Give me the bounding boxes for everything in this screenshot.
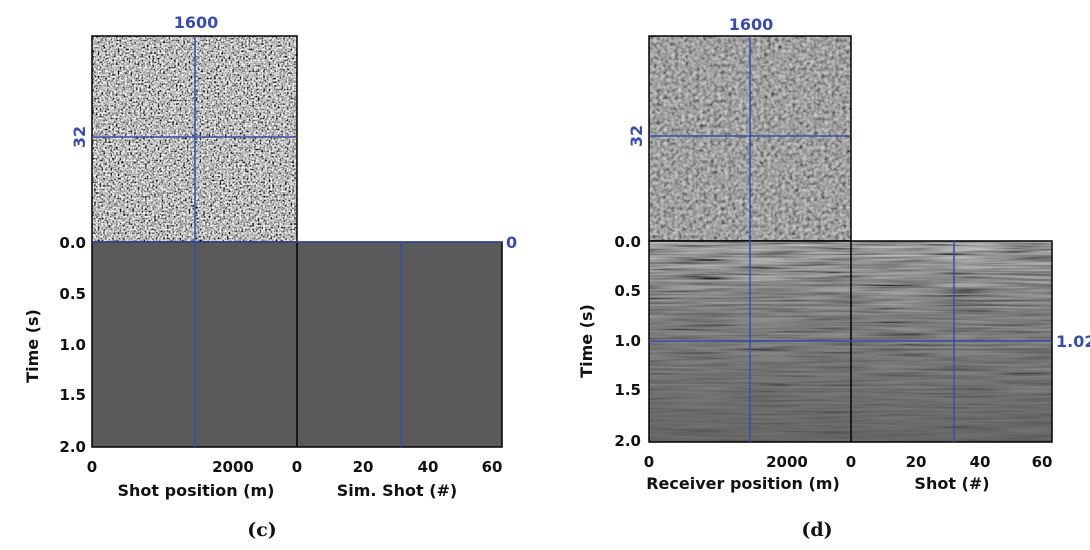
panel-d-caption: (d)	[801, 519, 832, 541]
panel-c-left-x-label: Shot position (m)	[118, 481, 275, 500]
time-tick: 0.5	[614, 282, 641, 300]
x-tick: 20	[353, 458, 374, 476]
panel-c-left-marker: 32	[70, 126, 89, 148]
panel-d-left-x-label: Receiver position (m)	[646, 474, 840, 493]
time-tick: 1.5	[614, 381, 641, 399]
x-tick: 0	[292, 458, 302, 476]
panel-d-time-ticks: 0.0 0.5 1.0 1.5 2.0	[614, 233, 641, 450]
panel-d: 1600 32 1.02 0.0 0.5 1.0 1.5 2.0 Time (s…	[577, 15, 1090, 541]
x-tick: 60	[482, 458, 503, 476]
time-tick: 2.0	[59, 438, 86, 456]
panel-c-time-label: Time (s)	[23, 309, 42, 383]
time-tick: 2.0	[614, 432, 641, 450]
panel-d-left-marker: 32	[627, 125, 646, 147]
time-tick: 1.0	[59, 336, 86, 354]
x-tick: 60	[1032, 453, 1053, 471]
time-tick: 1.5	[59, 386, 86, 404]
panel-d-right-x-label: Shot (#)	[914, 474, 989, 493]
time-tick: 0.0	[59, 234, 86, 252]
panel-c: 1600 32 0 0.0 0.5 1.0 1.5 2.0 Time (s) 0…	[23, 13, 517, 541]
panel-c-right-section	[297, 242, 502, 447]
panel-d-top-marker: 1600	[729, 15, 774, 34]
panel-c-caption: (c)	[247, 519, 277, 541]
time-tick: 1.0	[614, 332, 641, 350]
time-tick: 0.5	[59, 285, 86, 303]
x-tick: 2000	[212, 458, 254, 476]
x-tick: 0	[87, 458, 97, 476]
x-tick: 0	[846, 453, 856, 471]
panel-c-right-x-label: Sim. Shot (#)	[337, 481, 457, 500]
x-tick: 40	[418, 458, 439, 476]
x-tick: 2000	[766, 453, 808, 471]
x-tick: 20	[906, 453, 927, 471]
panel-d-right-marker: 1.02	[1056, 332, 1090, 351]
panel-c-right-marker: 0	[506, 233, 517, 252]
panel-d-time-label: Time (s)	[577, 304, 596, 378]
panel-c-top-marker: 1600	[174, 13, 219, 32]
time-tick: 0.0	[614, 233, 641, 251]
panel-c-time-ticks: 0.0 0.5 1.0 1.5 2.0	[59, 234, 86, 456]
x-tick: 40	[970, 453, 991, 471]
x-tick: 0	[644, 453, 654, 471]
